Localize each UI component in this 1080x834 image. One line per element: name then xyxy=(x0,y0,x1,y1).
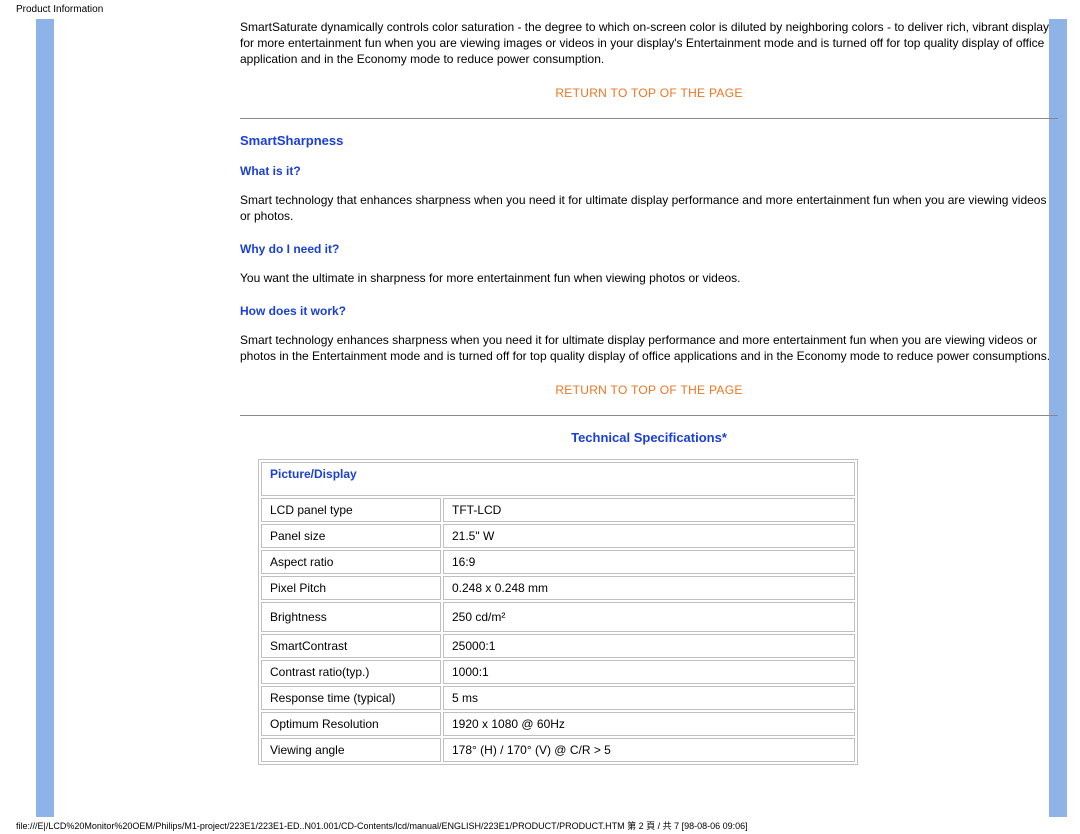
main-content: SmartSaturate dynamically controls color… xyxy=(240,19,1068,765)
smartsharpness-heading: SmartSharpness xyxy=(240,133,1058,148)
spec-value: 21.5" W xyxy=(443,524,855,548)
table-header-cell: Picture/Display xyxy=(261,462,855,496)
how-works-heading: How does it work? xyxy=(240,304,1058,318)
table-row: Pixel Pitch 0.248 x 0.248 mm xyxy=(261,576,855,600)
table-row: Optimum Resolution 1920 x 1080 @ 60Hz xyxy=(261,712,855,736)
table-row: LCD panel type TFT-LCD xyxy=(261,498,855,522)
spec-value: 1920 x 1080 @ 60Hz xyxy=(443,712,855,736)
spec-value: 25000:1 xyxy=(443,634,855,658)
spec-table: Picture/Display LCD panel type TFT-LCD P… xyxy=(259,460,857,764)
return-link-anchor[interactable]: RETURN TO TOP OF THE PAGE xyxy=(555,86,742,100)
intro-paragraph: SmartSaturate dynamically controls color… xyxy=(240,19,1058,68)
spec-label: Pixel Pitch xyxy=(261,576,441,600)
return-link-anchor-2[interactable]: RETURN TO TOP OF THE PAGE xyxy=(555,383,742,397)
spec-label: Viewing angle xyxy=(261,738,441,762)
table-header-row: Picture/Display xyxy=(261,462,855,496)
what-is-it-heading: What is it? xyxy=(240,164,1058,178)
table-row: Aspect ratio 16:9 xyxy=(261,550,855,574)
footer-file-path: file:///E|/LCD%20Monitor%20OEM/Philips/M… xyxy=(16,819,748,832)
spec-table-container: Picture/Display LCD panel type TFT-LCD P… xyxy=(258,459,858,765)
spec-label: Contrast ratio(typ.) xyxy=(261,660,441,684)
left-decorative-bar xyxy=(36,19,54,817)
spec-label: SmartContrast xyxy=(261,634,441,658)
why-need-body: You want the ultimate in sharpness for m… xyxy=(240,270,1058,286)
spec-label: Brightness xyxy=(261,602,441,632)
table-row: SmartContrast 25000:1 xyxy=(261,634,855,658)
spec-value: 178° (H) / 170° (V) @ C/R > 5 xyxy=(443,738,855,762)
spec-label: LCD panel type xyxy=(261,498,441,522)
spec-value: 16:9 xyxy=(443,550,855,574)
what-is-it-body: Smart technology that enhances sharpness… xyxy=(240,192,1058,224)
table-row: Viewing angle 178° (H) / 170° (V) @ C/R … xyxy=(261,738,855,762)
table-row: Response time (typical) 5 ms xyxy=(261,686,855,710)
how-works-body: Smart technology enhances sharpness when… xyxy=(240,332,1058,364)
spec-label: Aspect ratio xyxy=(261,550,441,574)
divider-2 xyxy=(240,415,1058,416)
divider-1 xyxy=(240,118,1058,119)
spec-label: Optimum Resolution xyxy=(261,712,441,736)
table-row: Panel size 21.5" W xyxy=(261,524,855,548)
return-to-top-link-1[interactable]: RETURN TO TOP OF THE PAGE xyxy=(240,86,1058,100)
spec-value: 0.248 x 0.248 mm xyxy=(443,576,855,600)
spec-value: 5 ms xyxy=(443,686,855,710)
return-to-top-link-2[interactable]: RETURN TO TOP OF THE PAGE xyxy=(240,383,1058,397)
spec-value: 1000:1 xyxy=(443,660,855,684)
spec-value: TFT-LCD xyxy=(443,498,855,522)
why-need-heading: Why do I need it? xyxy=(240,242,1058,256)
spec-label: Panel size xyxy=(261,524,441,548)
spec-label: Response time (typical) xyxy=(261,686,441,710)
table-row: Contrast ratio(typ.) 1000:1 xyxy=(261,660,855,684)
spec-value: 250 cd/m² xyxy=(443,602,855,632)
tech-specs-heading: Technical Specifications* xyxy=(240,430,1058,445)
table-row: Brightness 250 cd/m² xyxy=(261,602,855,632)
page-header-title: Product Information xyxy=(16,4,103,15)
